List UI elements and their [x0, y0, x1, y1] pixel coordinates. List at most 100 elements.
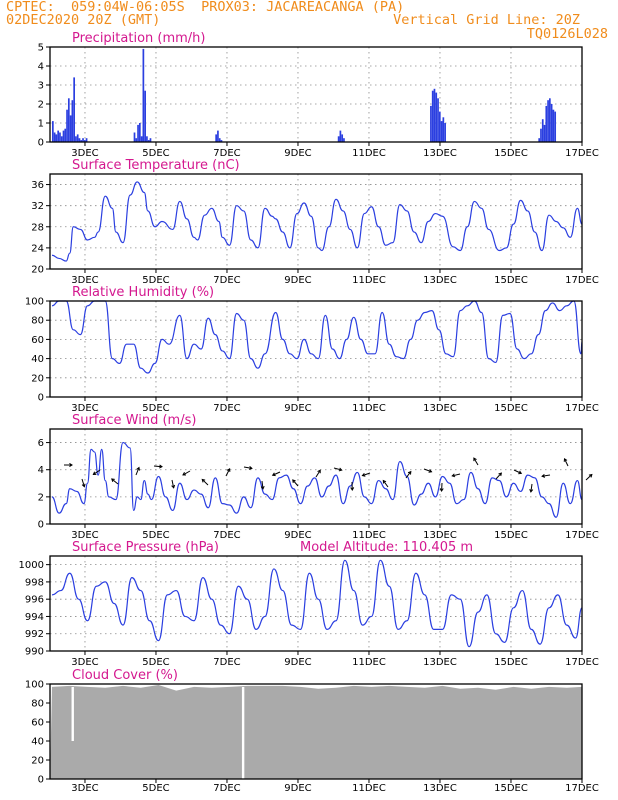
y-tick-label: 992 — [25, 629, 44, 640]
wind-arrow-head — [361, 472, 366, 477]
panel-wind: Surface Wind (m/s) 0 2 4 6 3DEC 5DEC 7DEC 9DEC 11… — [38, 413, 599, 541]
panel-frame — [49, 46, 583, 143]
wind-arrow-head — [292, 479, 296, 484]
precip-bar — [435, 92, 438, 142]
wind-arrow — [542, 474, 551, 477]
y-tick-label: 20 — [31, 756, 44, 767]
wind-arrow — [201, 479, 209, 486]
cloud-dip — [71, 687, 74, 741]
wind-arrow-head — [563, 457, 568, 462]
wind-arrow-head — [260, 485, 265, 490]
wind-arrow — [362, 472, 371, 477]
precip-bar — [142, 48, 145, 142]
panel-annotation: Model Altitude: 110.405 m — [300, 540, 473, 555]
precip-bar — [215, 134, 217, 142]
y-tick-label: 20 — [31, 265, 44, 276]
precip-bar — [444, 123, 446, 142]
x-tick-label: 7DEC — [213, 148, 240, 159]
precip-bar — [71, 100, 74, 142]
wind-arrow-head — [588, 473, 593, 478]
precip-bar — [541, 119, 544, 142]
wind-arrow-head — [81, 483, 86, 488]
x-tick-label: 15DEC — [494, 148, 528, 159]
precip-bar — [337, 136, 340, 142]
wind-arrow-head — [136, 466, 140, 471]
precip-bar — [133, 132, 136, 142]
x-tick-label: 11DEC — [352, 275, 386, 286]
precip-bar — [538, 138, 541, 142]
y-tick-label: 1 — [38, 119, 44, 130]
wind-arrow-head — [171, 484, 176, 489]
wind-arrow — [405, 471, 412, 479]
precip-bar — [60, 136, 63, 142]
y-tick-label: 36 — [31, 180, 44, 191]
x-tick-label: 9DEC — [284, 275, 311, 286]
panel-cloud: Cloud Cover (%) 0 20 40 60 80 100 3DEC 5DEC 7DEC 9… — [25, 668, 599, 794]
precip-bar — [543, 124, 546, 142]
wind-arrow-head — [439, 488, 444, 492]
y-tick-label: 40 — [31, 354, 44, 365]
precip-bar — [69, 115, 72, 142]
wind-arrow-head — [498, 472, 503, 477]
x-tick-label: 3DEC — [71, 530, 98, 541]
cloud-cover-area — [50, 684, 582, 779]
wind-series-line — [51, 441, 583, 518]
precip-bar — [433, 88, 436, 142]
precip-bar — [440, 121, 443, 142]
wind-arrow-head — [338, 467, 343, 472]
wind-arrow — [111, 478, 119, 485]
x-tick-label: 15DEC — [494, 403, 528, 414]
pressure-series-line — [51, 559, 583, 648]
wind-arrow — [225, 468, 231, 477]
x-tick-label: 3DEC — [71, 657, 98, 668]
wind-arrow-head — [317, 469, 321, 474]
precip-bar — [146, 136, 148, 142]
precip-bar — [341, 134, 344, 142]
precip-bar — [78, 138, 81, 142]
panel-frame — [49, 300, 583, 398]
precip-bar — [83, 140, 86, 142]
x-tick-label: 17DEC — [565, 530, 599, 541]
x-tick-label: 5DEC — [142, 530, 169, 541]
precip-bar — [59, 132, 61, 142]
y-tick-label: 996 — [25, 595, 44, 606]
y-tick-label: 2 — [38, 492, 44, 503]
temp-series-line — [51, 181, 583, 262]
x-tick-label: 5DEC — [142, 657, 169, 668]
y-tick-label: 0 — [38, 520, 44, 531]
y-tick-label: 990 — [25, 647, 44, 658]
precip-bar — [220, 140, 223, 142]
x-tick-label: 7DEC — [213, 530, 240, 541]
wind-arrow-head — [159, 464, 163, 469]
y-tick-label: 100 — [25, 297, 44, 308]
x-tick-label: 3DEC — [71, 148, 98, 159]
x-tick-label: 11DEC — [352, 530, 386, 541]
precip-bar — [64, 128, 67, 142]
precip-bar — [547, 100, 549, 142]
y-tick-label: 998 — [25, 577, 44, 588]
x-tick-label: 13DEC — [423, 275, 457, 286]
wind-arrow — [530, 483, 533, 492]
precip-bar — [147, 140, 150, 142]
precip-bar — [339, 130, 342, 142]
y-tick-label: 0 — [38, 393, 44, 404]
wind-arrow-head — [407, 470, 412, 475]
y-tick-label: 60 — [31, 335, 44, 346]
x-tick-label: 3DEC — [71, 403, 98, 414]
y-tick-label: 4 — [38, 62, 44, 73]
wind-arrow-head — [92, 471, 97, 476]
wind-arrow-head — [69, 463, 73, 467]
panel-title: Cloud Cover (%) — [72, 668, 178, 683]
panel-title: Precipitation (mm/h) — [72, 31, 205, 46]
x-tick-label: 7DEC — [213, 403, 240, 414]
x-tick-label: 13DEC — [423, 148, 457, 159]
precip-bar — [437, 98, 439, 142]
x-tick-label: 5DEC — [142, 403, 169, 414]
humidity-series-line — [51, 300, 583, 374]
x-tick-label: 7DEC — [213, 783, 240, 794]
x-tick-label: 17DEC — [565, 403, 599, 414]
wind-arrow — [261, 480, 264, 490]
wind-arrow — [452, 473, 461, 477]
wind-arrow — [93, 469, 101, 475]
